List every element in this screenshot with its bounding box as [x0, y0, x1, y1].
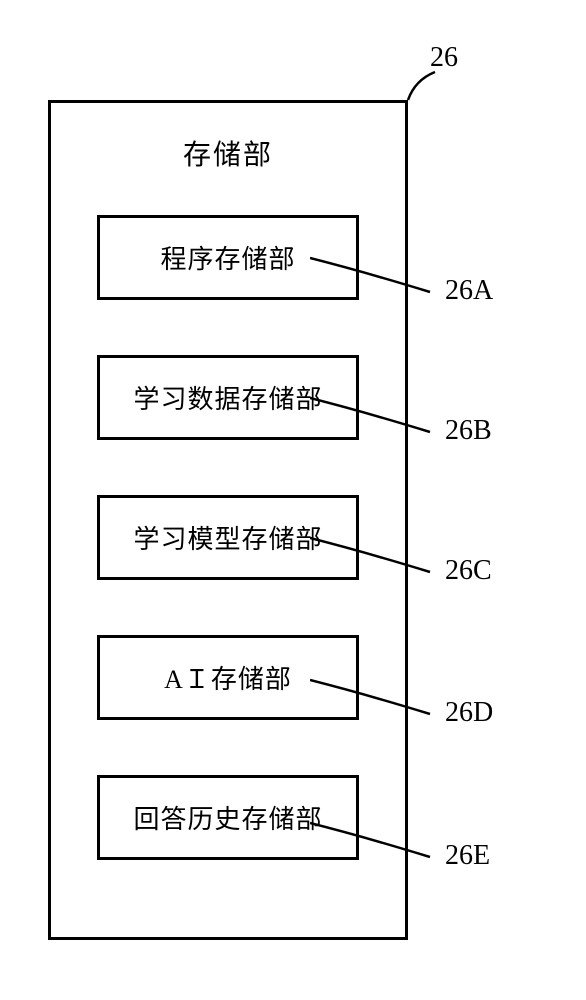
box-label: 学习数据存储部	[133, 379, 322, 416]
container-label: 26	[430, 42, 458, 74]
sub-label-26E: 26E	[445, 840, 490, 872]
sub-label-26C: 26C	[445, 555, 492, 587]
box-answer-history-storage: 回答历史存储部	[97, 775, 359, 860]
box-label: 学习模型存储部	[133, 519, 322, 556]
container-title: 存储部	[183, 133, 273, 173]
box-ai-storage: AＩ存储部	[97, 635, 359, 720]
storage-container: 存储部 程序存储部 学习数据存储部 学习模型存储部 AＩ存储部 回答历史存储部	[48, 100, 408, 940]
box-label: 程序存储部	[160, 239, 295, 276]
sub-label-26A: 26A	[445, 275, 493, 307]
sub-label-26B: 26B	[445, 415, 492, 447]
box-learning-data-storage: 学习数据存储部	[97, 355, 359, 440]
sub-label-26D: 26D	[445, 697, 493, 729]
box-label: AＩ存储部	[164, 659, 292, 696]
box-label: 回答历史存储部	[133, 799, 322, 836]
box-program-storage: 程序存储部	[97, 215, 359, 300]
box-learning-model-storage: 学习模型存储部	[97, 495, 359, 580]
